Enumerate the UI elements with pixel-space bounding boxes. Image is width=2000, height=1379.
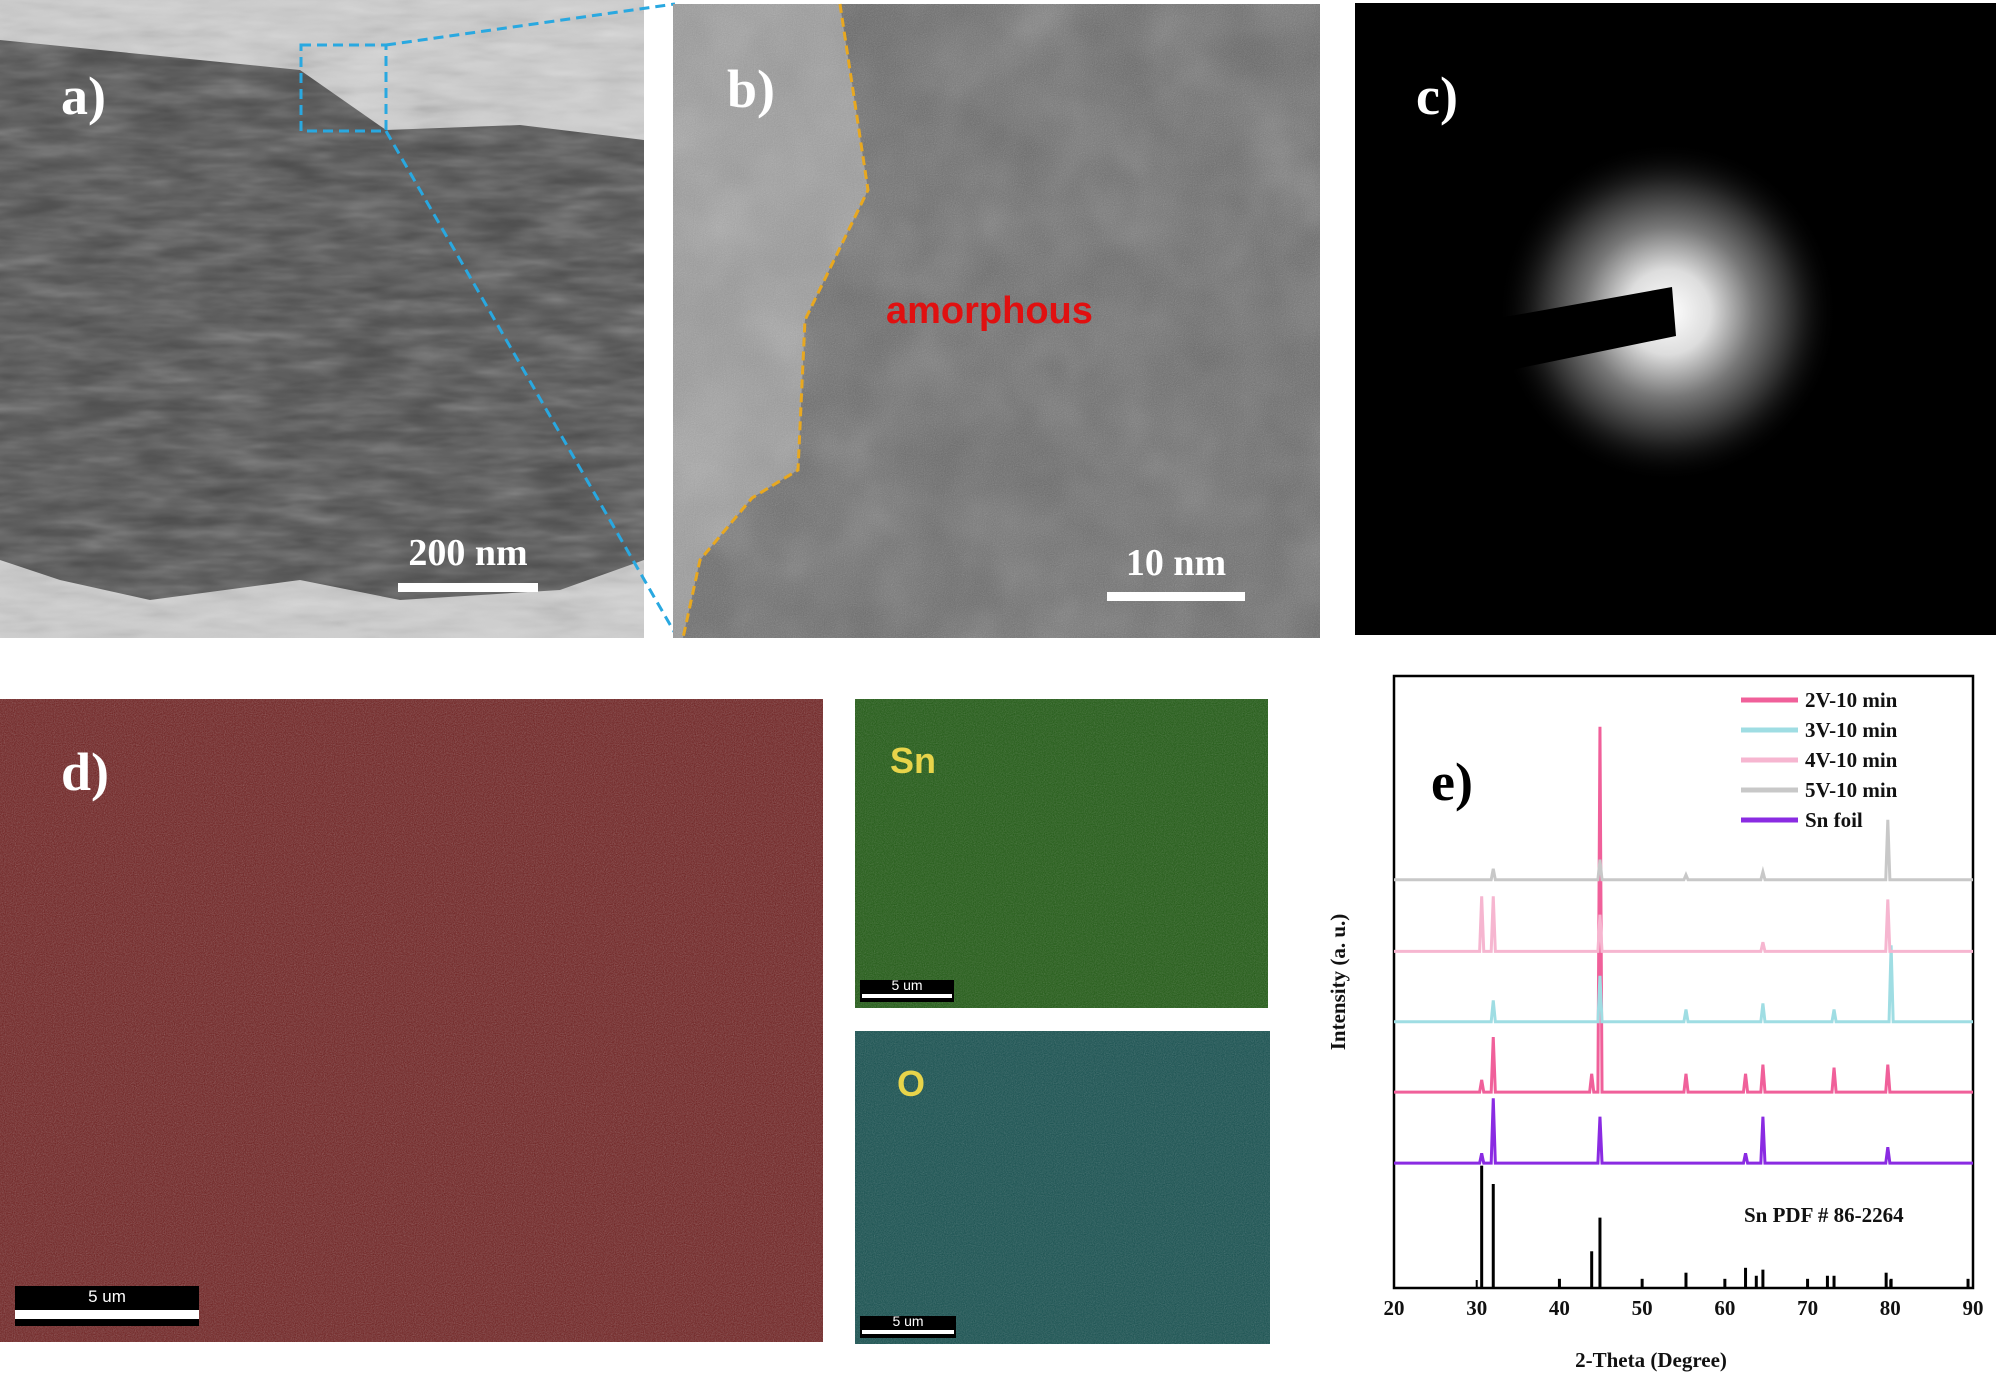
scale-bar-label: 5 um [892, 1313, 923, 1329]
zoom-line [384, 130, 678, 636]
x-tick-label: 20 [1384, 1296, 1405, 1320]
x-tick-label: 70 [1797, 1296, 1818, 1320]
series-line [1394, 896, 1973, 953]
scale-box [15, 1286, 199, 1326]
legend-label: 4V-10 min [1805, 748, 1898, 772]
panel-label: c) [1416, 66, 1458, 126]
series-line [1394, 945, 1973, 1024]
panel-label: d) [61, 742, 109, 802]
scale-bar-label: 5 um [891, 977, 922, 993]
series-line [1394, 726, 1973, 1094]
texture [0, 0, 644, 638]
panel-label: a) [61, 66, 106, 126]
texture [855, 1031, 1270, 1344]
legend-label: 5V-10 min [1805, 778, 1898, 802]
texture [673, 4, 1320, 638]
y-axis-label: Intensity (a. u.) [1326, 914, 1350, 1051]
scale-bar [398, 583, 538, 592]
beam-stop [1355, 287, 1676, 402]
o-map: O 5 um [855, 1031, 1270, 1344]
element-label: Sn [890, 740, 936, 781]
x-tick-label: 90 [1963, 1296, 1984, 1320]
zoom-line [385, 2, 676, 47]
scale-bar-label: 5 um [88, 1287, 126, 1306]
scale-bar [862, 1330, 954, 1334]
x-tick-label: 80 [1880, 1296, 1901, 1320]
scale-bar [862, 994, 952, 998]
series-line [1394, 819, 1973, 882]
x-tick-label: 30 [1466, 1296, 1487, 1320]
annotation: amorphous [886, 290, 1093, 332]
scale-bar [15, 1310, 199, 1319]
texture [855, 699, 1268, 1008]
legend-label: 3V-10 min [1805, 718, 1898, 742]
texture [0, 699, 823, 1342]
sn-map: Sn 5 um [855, 699, 1268, 1008]
x-tick-label: 40 [1549, 1296, 1570, 1320]
legend-label: Sn foil [1805, 808, 1863, 832]
x-axis-label: 2-Theta (Degree) [1575, 1348, 1727, 1372]
reference-label: Sn PDF # 86-2264 [1744, 1203, 1904, 1227]
zoom-box [299, 43, 388, 133]
panel-d: d) 5 um [0, 699, 823, 1342]
panel-a: a) 200 nm [0, 0, 678, 638]
legend-label: 2V-10 min [1805, 688, 1898, 712]
panel-label: b) [727, 59, 775, 119]
plot-frame [1392, 674, 1975, 1290]
scale-bar-label: 200 nm [408, 532, 527, 574]
panel-label: e) [1431, 752, 1473, 812]
panel-c: c) [1355, 3, 1996, 635]
xrd-chart: e) 2-Theta (Degree) Intensity (a. u.) Sn… [1326, 674, 1984, 1372]
x-tick-label: 60 [1714, 1296, 1735, 1320]
panel-b: b) amorphous 10 nm [673, 3, 1320, 639]
element-label: O [897, 1063, 925, 1104]
x-tick-label: 50 [1632, 1296, 1653, 1320]
series-line [1394, 1098, 1973, 1165]
boundary [681, 3, 870, 639]
scale-bar [1107, 592, 1245, 601]
scale-bar-label: 10 nm [1126, 542, 1226, 584]
